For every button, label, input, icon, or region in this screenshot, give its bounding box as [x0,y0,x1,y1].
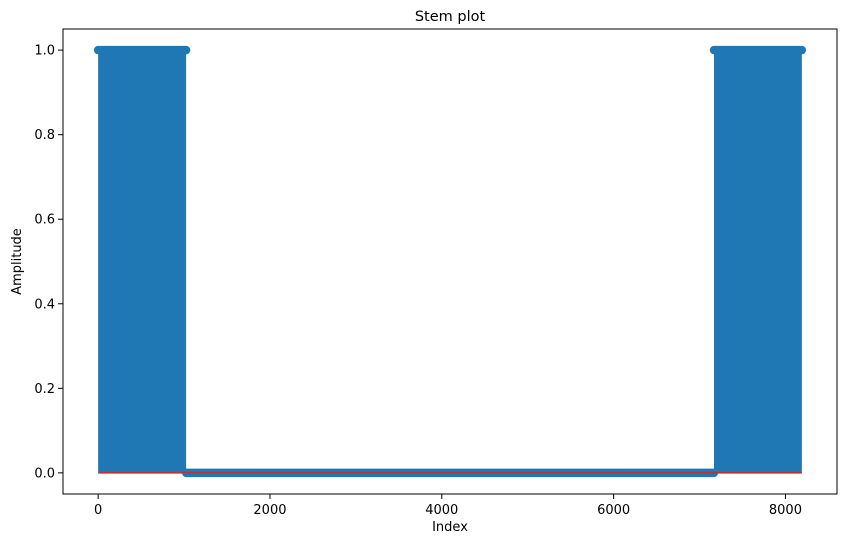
plot-marks [93,45,807,478]
y-axis-ticks: 0.0 0.2 0.4 0.6 0.8 1.0 [34,44,63,481]
y-axis-label: Amplitude [10,228,25,295]
stem-lines-segment-3 [713,50,802,473]
chart-title: Stem plot [415,9,486,25]
x-tick-label: 4000 [425,503,458,518]
y-tick-label: 0.8 [34,128,55,143]
y-tick-label: 1.0 [34,44,55,59]
y-tick-label: 0.0 [34,466,55,481]
x-tick-label: 8000 [769,503,802,518]
stem-lines-segment-1 [98,50,187,473]
stem-markers-segment-3 [709,45,807,55]
x-tick-label: 2000 [253,503,286,518]
y-tick-label: 0.6 [34,213,55,228]
y-tick-label: 0.4 [34,297,55,312]
stem-markers-segment-1 [93,45,191,55]
x-axis-ticks: 0 2000 4000 6000 8000 [94,494,802,518]
plot-frame [62,28,838,495]
y-tick-label: 0.2 [34,382,55,397]
x-axis-label: Index [432,520,468,535]
x-tick-label: 0 [94,503,102,518]
x-tick-label: 6000 [597,503,630,518]
